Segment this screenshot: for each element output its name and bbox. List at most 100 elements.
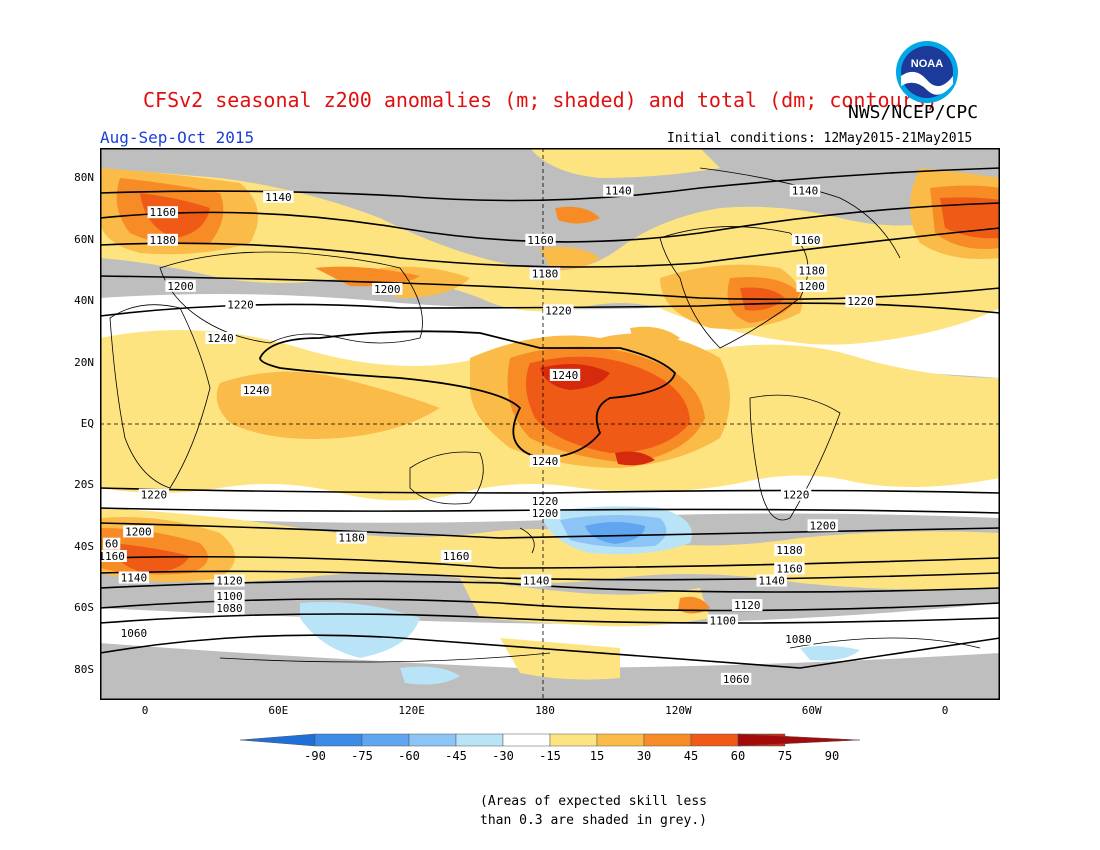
contour-label-text: 1220: [227, 298, 254, 311]
contour-label: 1140: [520, 574, 552, 588]
latitude-label: 40S: [74, 539, 94, 553]
contour-label-background: [205, 332, 236, 345]
colorbar-cell: [240, 733, 316, 747]
noaa-logo: NOAA: [896, 41, 958, 103]
contour-label-text: 1180: [150, 234, 177, 247]
contour-label-text: 1240: [552, 369, 579, 382]
contour-label-text: 1160: [100, 550, 125, 563]
contour-label-text: 1200: [810, 519, 837, 532]
contour-label-background: [263, 190, 294, 203]
contour-label: 60: [103, 537, 121, 551]
contour-label: 1240: [529, 454, 561, 468]
footnote-line-1: (Areas of expected skill less: [480, 794, 707, 809]
latitude-label: 60N: [74, 232, 94, 246]
contour-label-background: [525, 233, 556, 246]
contour-label: 1140: [118, 571, 150, 585]
contour-label-text: 1060: [723, 673, 750, 686]
contour-label-background: [529, 454, 561, 467]
contour-label-text: 1200: [374, 283, 401, 296]
contour-label: 1180: [774, 543, 805, 557]
colorbar-tick-label: -30: [492, 749, 514, 763]
contour-label-background: [103, 537, 121, 550]
contour-label-background: [165, 279, 196, 292]
contour-label: 1240: [549, 368, 581, 382]
contour-label-background: [845, 295, 876, 308]
contour-label-background: [796, 264, 827, 277]
contour-label: 1180: [796, 264, 827, 278]
colorbar-tick-label: -90: [304, 749, 326, 763]
contour-label-background: [789, 184, 821, 197]
contour-label-background: [118, 626, 150, 639]
contour-label-text: 1180: [338, 532, 365, 545]
contour-label-background: [214, 602, 245, 615]
colorbar-cell: [643, 733, 692, 747]
contour-label: 1200: [165, 279, 196, 293]
contour-label: 1140: [756, 574, 787, 588]
initial-conditions-label: Initial conditions: 12May2015-21May2015: [667, 131, 973, 146]
contour-label-text: 1240: [207, 332, 234, 345]
contour-label-text: 1220: [783, 489, 810, 502]
contour-label-background: [780, 488, 812, 501]
contour-label-text: 1240: [532, 455, 559, 468]
contour-label: 1180: [336, 531, 367, 545]
contour-label-background: [783, 632, 814, 645]
contour-label-background: [796, 279, 827, 292]
contour-label-text: 1220: [847, 295, 874, 308]
contour-label: 1060: [118, 626, 150, 640]
colorbar: -90 -75 -60 -45 -30 -15 15 30 45 60 75 90: [240, 733, 860, 763]
contour-label: 1220: [845, 295, 876, 308]
contour-label: 1120: [214, 574, 245, 588]
contour-label-text: 1060: [121, 627, 148, 640]
longitude-label: 120E: [398, 704, 425, 717]
latitude-label: 80N: [74, 171, 94, 185]
contour-label-text: 1160: [794, 234, 821, 247]
colorbar-cell: [690, 733, 739, 747]
contour-label-text: 1140: [121, 572, 148, 585]
contour-label: 1220: [780, 488, 812, 502]
contour-label-background: [225, 298, 256, 311]
contour-label-background: [100, 550, 127, 563]
noaa-logo-text: NOAA: [911, 58, 943, 70]
latitude-label: 20N: [74, 355, 94, 369]
contour-label-background: [707, 614, 738, 627]
contour-label: 1220: [543, 304, 574, 317]
latitude-label: 20S: [74, 478, 94, 492]
contour-label-background: [756, 574, 787, 587]
contour-label-text: 1200: [532, 507, 559, 520]
colorbar-cell: [737, 733, 860, 747]
colorbar-tick-label: 45: [684, 749, 698, 763]
map-frame: [100, 148, 1000, 700]
latitude-label: EQ: [80, 417, 94, 430]
contour-label: 1200: [123, 525, 154, 538]
contour-1240: [259, 330, 676, 459]
longitude-label: 60W: [801, 704, 822, 717]
contour-label: 1220: [225, 298, 256, 311]
contour-label: 1180: [529, 267, 561, 281]
latitude-label: 40N: [74, 294, 94, 308]
season-label: Aug-Sep-Oct 2015: [100, 128, 255, 147]
contour-label-background: [529, 494, 561, 507]
contour-label-text: 1100: [710, 614, 737, 627]
contour-label: 1160: [440, 550, 472, 563]
contour-label-text: 1140: [792, 185, 819, 198]
contour-label-text: 1140: [605, 185, 632, 198]
contour-label: 1220: [138, 488, 170, 502]
contour-label-background: [147, 206, 178, 219]
contour-label: 1120: [732, 599, 763, 612]
latitude-label: 80S: [74, 662, 94, 676]
colorbar-tick-label: -15: [539, 749, 561, 763]
contour-label-text: 1180: [798, 265, 825, 278]
contour-labels: 1140 1140 1140 1160 1180 1160 1180 1160 1180 1200…: [100, 184, 876, 686]
contour-label: 1180: [147, 233, 178, 247]
colorbar-tick-label: -45: [445, 749, 467, 763]
contour-label: 1240: [240, 384, 272, 397]
contour-label-text: 1140: [265, 191, 292, 204]
contour-label-text: 1120: [734, 599, 761, 612]
negative-anomaly-shading: [300, 506, 860, 685]
contour-label-text: 1200: [798, 280, 825, 293]
contour-label: 1080: [783, 632, 814, 646]
colorbar-tick-label: 60: [731, 749, 745, 763]
contour-label: 1140: [603, 184, 634, 198]
contour-label-background: [807, 519, 838, 532]
contour-label-background: [123, 525, 154, 538]
